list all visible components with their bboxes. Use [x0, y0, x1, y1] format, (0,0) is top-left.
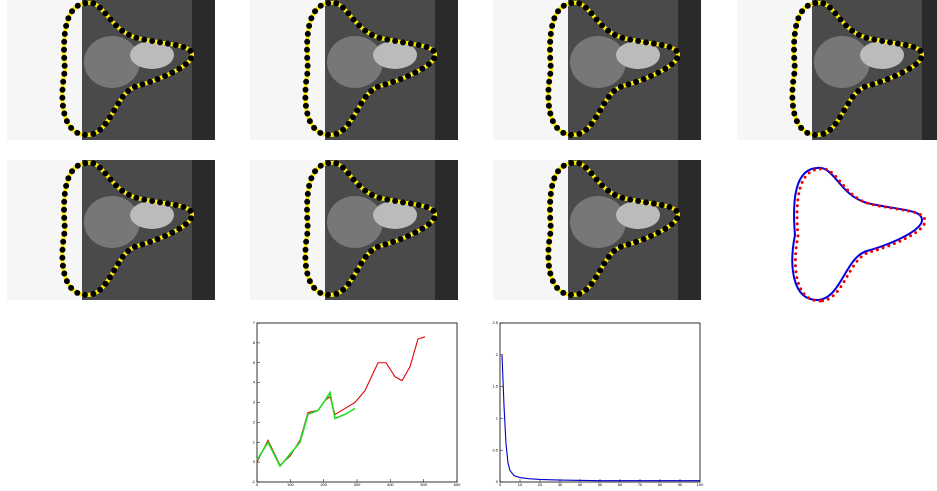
y-tick-label: 5: [253, 360, 256, 365]
y-tick-label: 7: [253, 320, 256, 325]
image-panel: [250, 0, 458, 140]
x-tick-label: 50: [598, 482, 603, 486]
series-line: [256, 336, 426, 467]
image-panel: [493, 160, 701, 300]
x-tick-label: 60: [618, 482, 623, 486]
image-panel: [7, 160, 215, 300]
y-tick-label: 0.5: [492, 447, 498, 452]
y-tick-label: 1.5: [492, 384, 498, 389]
image-panel: [737, 0, 937, 140]
y-tick-label: 3: [253, 400, 256, 405]
y-tick-label: 2.5: [492, 320, 498, 325]
x-tick-label: 10: [518, 482, 523, 486]
x-tick-label: 20: [538, 482, 543, 486]
x-tick-label: 600: [454, 482, 461, 486]
x-tick-label: 400: [387, 482, 394, 486]
y-tick-label: 2: [253, 419, 256, 424]
shape-panel: [791, 166, 927, 303]
x-tick-label: 40: [578, 482, 583, 486]
image-panel: [250, 160, 458, 300]
y-tick-label: 0: [253, 459, 256, 464]
image-panel: [493, 0, 701, 140]
y-tick-label: 1: [253, 439, 256, 444]
x-tick-label: 200: [320, 482, 327, 486]
x-tick-label: 300: [354, 482, 361, 486]
y-tick-label: 6: [253, 340, 256, 345]
x-tick-label: 30: [558, 482, 563, 486]
shape-blue: [791, 166, 923, 301]
x-tick-label: 0: [499, 482, 502, 486]
y-tick-label: 2: [496, 352, 499, 357]
x-tick-label: 500: [420, 482, 427, 486]
x-tick-label: 100: [697, 482, 704, 486]
y-tick-label: 1: [496, 415, 499, 420]
y-tick-label: 0: [496, 479, 499, 484]
series-line: [256, 390, 356, 468]
x-tick-label: 90: [678, 482, 683, 486]
y-tick-label: -1: [251, 479, 255, 484]
x-tick-label: 80: [658, 482, 663, 486]
x-tick-label: 70: [638, 482, 643, 486]
plot-frame: [499, 322, 701, 483]
x-tick-label: 0: [256, 482, 259, 486]
x-tick-label: 100: [287, 482, 294, 486]
image-panel: [7, 0, 215, 140]
y-tick-label: 4: [253, 380, 256, 385]
series-line: [501, 354, 700, 482]
